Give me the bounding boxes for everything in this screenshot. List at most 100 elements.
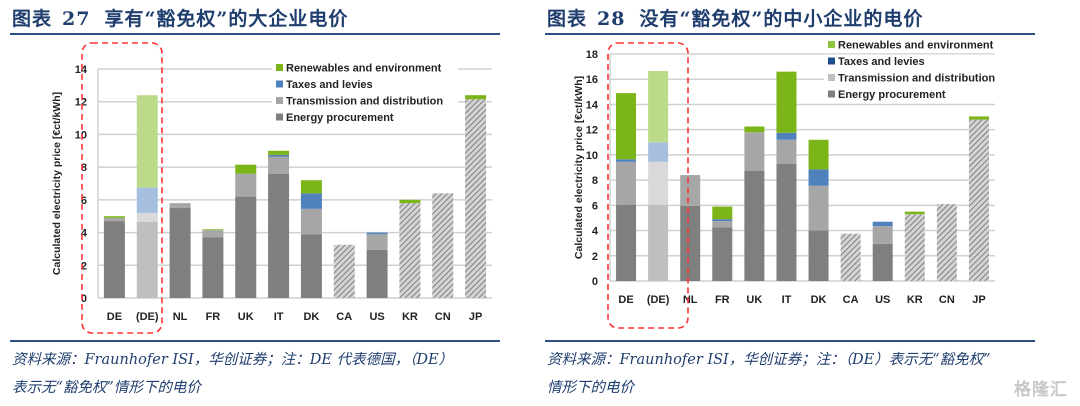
legend-background bbox=[824, 87, 1010, 103]
legend-swatch-transmission bbox=[276, 97, 283, 104]
y-tick-label: 10 bbox=[586, 150, 598, 162]
figure-title: 图表 27 享有“豁免权”的大企业电价 bbox=[12, 4, 348, 31]
figure-title-prefix: 图表 bbox=[547, 8, 588, 30]
x-tick-label: CA bbox=[336, 311, 352, 323]
figure-title: 图表 28 没有“豁免权”的中小企业的电价 bbox=[547, 4, 923, 31]
x-tick-label: CN bbox=[939, 294, 955, 306]
y-tick-label: 8 bbox=[81, 162, 87, 174]
bar-segment-transmission-uk bbox=[744, 132, 765, 171]
y-tick-label: 4 bbox=[81, 228, 88, 240]
bar-segment-energy-jp bbox=[465, 99, 487, 298]
legend-background bbox=[272, 110, 458, 126]
bar-segment-transmission-dk bbox=[808, 185, 829, 231]
bar-segment-renewables-it bbox=[268, 150, 290, 155]
legend-swatch-renewables bbox=[276, 64, 283, 71]
bar-segment-energy-de bbox=[103, 221, 125, 298]
bar-segment-energy-us bbox=[872, 243, 893, 281]
y-tick-label: 14 bbox=[75, 64, 88, 76]
y-tick-label: 12 bbox=[586, 125, 598, 137]
bar-segment-energy-uk bbox=[235, 196, 257, 298]
bar-segment-transmission-de bbox=[616, 161, 637, 205]
bar-segment-renewables-kr bbox=[399, 199, 421, 204]
highlight-box bbox=[81, 42, 163, 334]
bar-segment-renewables-it bbox=[776, 71, 797, 133]
bar-segment-energy-kr bbox=[399, 203, 421, 298]
bar-segment-taxes-dk bbox=[300, 193, 322, 209]
x-tick-label: CA bbox=[843, 294, 859, 306]
y-tick-label: 8 bbox=[592, 175, 598, 187]
bar-segment-energy-fr bbox=[202, 237, 224, 298]
figure-number: 27 bbox=[62, 8, 91, 30]
bar-segment-transmission-nl bbox=[169, 203, 191, 209]
legend-background bbox=[824, 54, 1010, 70]
x-tick-label: FR bbox=[206, 311, 221, 323]
y-tick-label: 12 bbox=[75, 97, 87, 109]
x-tick-label: FR bbox=[715, 294, 730, 306]
legend-background bbox=[824, 38, 1010, 53]
x-tick-label: CN bbox=[435, 311, 451, 323]
x-tick-label: JP bbox=[469, 311, 482, 323]
y-tick-label: 18 bbox=[586, 49, 598, 61]
x-tick-label: NL bbox=[683, 294, 698, 306]
bar-segment-taxes-de-no-exemption bbox=[136, 187, 158, 213]
legend-background bbox=[272, 77, 458, 93]
bar-segment-energy-nl bbox=[169, 208, 191, 298]
bar-segment-transmission-nl bbox=[680, 175, 701, 206]
x-tick-label: (DE) bbox=[647, 294, 670, 306]
legend-swatch-renewables bbox=[828, 41, 835, 48]
legend-background bbox=[824, 71, 1010, 86]
legend-label-renewables: Renewables and environment bbox=[838, 40, 994, 52]
figure-number: 28 bbox=[597, 8, 626, 30]
bar-segment-renewables-dk bbox=[300, 180, 322, 194]
x-tick-label: UK bbox=[746, 294, 762, 306]
bar-segment-renewables-de-no-exemption bbox=[136, 95, 158, 188]
source-line-1: 资料来源：Fraunhofer ISI，华创证券；注：（DE）表示无“豁免权” bbox=[547, 352, 991, 368]
highlight-box bbox=[607, 42, 689, 329]
bar-segment-renewables-de-no-exemption bbox=[648, 71, 669, 143]
figure-27-panel: 图表 27 享有“豁免权”的大企业电价 0 2 4 6 8 10 12 14 Calculated … bbox=[10, 4, 537, 402]
x-tick-label: NL bbox=[173, 311, 188, 323]
bar-segment-renewables-uk bbox=[744, 126, 765, 133]
source-line-2: 表示无“豁免权”情形下的电价 bbox=[12, 380, 201, 396]
legend-swatch-transmission bbox=[828, 74, 835, 81]
figure-title-prefix: 图表 bbox=[12, 8, 53, 30]
legend-swatch-energy bbox=[276, 113, 283, 121]
bar-segment-transmission-us bbox=[366, 234, 388, 250]
x-tick-label: US bbox=[369, 311, 384, 323]
bar-segment-transmission-de-no-exemption bbox=[136, 212, 158, 222]
y-tick-label: 16 bbox=[586, 74, 598, 86]
y-tick-label: 4 bbox=[592, 226, 599, 238]
bar-segment-taxes-de-no-exemption bbox=[648, 142, 669, 162]
watermark-logo: 格隆汇 bbox=[1014, 380, 1068, 399]
bar-segment-renewables-kr bbox=[904, 211, 925, 215]
bar-segment-renewables-jp bbox=[465, 95, 487, 100]
bar-segment-energy-uk bbox=[744, 170, 765, 281]
x-tick-label: DE bbox=[107, 311, 122, 323]
source-note: 资料来源：Fraunhofer ISI，华创证券；注：DE 代表德国，（DE） … bbox=[12, 346, 537, 402]
bar-segment-taxes-us bbox=[872, 221, 893, 227]
x-tick-label: KR bbox=[907, 294, 923, 306]
y-tick-label: 2 bbox=[81, 260, 87, 272]
chart-28: 0 2 4 6 8 10 12 14 16 18 Calculated electricity pr… bbox=[573, 38, 1010, 329]
bar-segment-energy-jp bbox=[968, 119, 989, 281]
bar-segment-transmission-dk bbox=[300, 208, 322, 235]
bar-segment-transmission-fr bbox=[202, 230, 224, 238]
bar-segment-energy-dk bbox=[808, 230, 829, 281]
bar-segment-energy-de bbox=[616, 204, 637, 281]
source-line-1: 资料来源：Fraunhofer ISI，华创证券；注：DE 代表德国，（DE） bbox=[12, 352, 454, 368]
y-axis-label: Calculated electricity price [€ct/kWh] bbox=[51, 92, 63, 275]
x-tick-label: DK bbox=[811, 294, 827, 306]
bar-segment-renewables-uk bbox=[235, 164, 257, 174]
y-tick-label: 0 bbox=[592, 276, 598, 288]
bar-segment-transmission-fr bbox=[712, 221, 733, 228]
legend-label-transmission: Transmission and distribution bbox=[286, 96, 443, 108]
legend-label-energy: Energy procurement bbox=[838, 89, 946, 101]
bar-segment-taxes-it bbox=[776, 132, 797, 140]
source-note: 资料来源：Fraunhofer ISI，华创证券；注：（DE）表示无“豁免权” … bbox=[547, 346, 1042, 402]
source-line-2: 情形下的电价 bbox=[547, 380, 634, 396]
bar-segment-renewables-dk bbox=[808, 139, 829, 170]
bar-segment-energy-nl bbox=[680, 205, 701, 281]
x-tick-label: DK bbox=[303, 311, 319, 323]
source-divider bbox=[10, 340, 500, 342]
y-tick-label: 14 bbox=[586, 99, 599, 111]
